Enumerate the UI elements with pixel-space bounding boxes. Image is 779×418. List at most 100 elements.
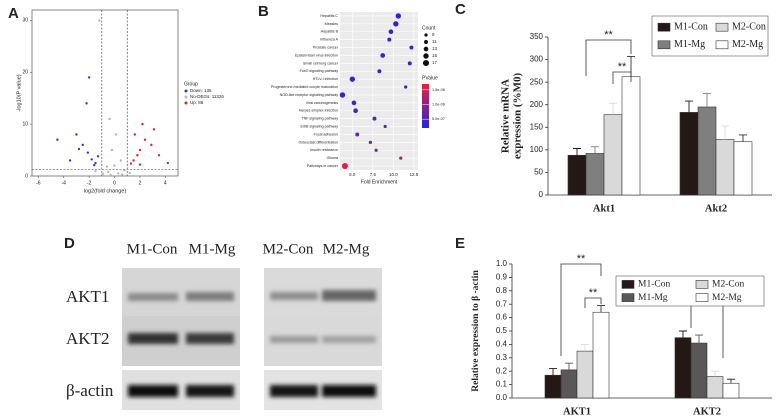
point <box>117 172 120 175</box>
point <box>94 170 97 173</box>
band <box>322 290 376 301</box>
lane-label: M2-Con <box>263 241 314 257</box>
dot <box>388 29 394 35</box>
bar <box>585 153 605 196</box>
dot <box>399 156 403 160</box>
legend-marker <box>715 40 729 50</box>
error-bar <box>549 368 557 376</box>
bar <box>679 112 699 196</box>
bar <box>592 311 610 399</box>
y-tick-label: 0.5 <box>496 326 508 335</box>
point <box>138 163 142 166</box>
panel-label: A <box>8 5 19 22</box>
y-tick-label: 0.3 <box>496 353 508 362</box>
bracket <box>584 297 602 308</box>
point <box>106 170 110 174</box>
y-tick-label: Small cell lung cancer <box>303 61 339 65</box>
dot <box>387 37 392 42</box>
bracket <box>560 263 602 356</box>
error-bar <box>581 343 589 352</box>
y-tick-label: TNF signaling pathway <box>301 117 338 121</box>
legend-label: Down: 136 <box>190 88 212 93</box>
legend-title: Count <box>422 25 436 31</box>
point <box>109 173 112 177</box>
y-tick-label: 0.2 <box>496 366 508 375</box>
bar <box>576 350 594 399</box>
point <box>56 138 59 141</box>
point <box>123 169 126 172</box>
y-axis-title: -log10(P value) <box>16 74 22 111</box>
row-label: AKT2 <box>66 329 109 348</box>
legend-marker <box>423 53 429 59</box>
band <box>322 336 376 343</box>
bar <box>544 374 562 399</box>
y-tick-label: 0.6 <box>496 313 508 322</box>
legend-label: M2-Con <box>732 21 766 32</box>
x-tick-label: Akt2 <box>705 203 727 214</box>
legend-marker <box>424 40 428 44</box>
error-bar <box>597 305 605 313</box>
point <box>90 158 93 161</box>
bar <box>621 76 641 196</box>
y-tick-label: 100 <box>530 145 544 154</box>
bar <box>674 337 692 399</box>
error-bar <box>573 148 581 156</box>
point <box>105 165 109 168</box>
legend-label: M2-Mg <box>732 39 763 50</box>
y-tick-label: 150 <box>530 122 544 131</box>
bar <box>690 342 708 399</box>
x-tick-label: 10.0 <box>389 172 398 177</box>
x-axis-title: log2(fold change) <box>84 188 127 194</box>
dot <box>383 124 387 129</box>
point <box>166 161 170 165</box>
dot <box>407 61 412 66</box>
point <box>68 159 72 162</box>
y-axis-title: Relative expression to β -actin <box>471 270 481 392</box>
dot <box>368 140 372 144</box>
point <box>93 163 96 167</box>
y-tick-label: 0 <box>25 173 28 179</box>
dot <box>353 108 358 114</box>
point <box>77 147 81 151</box>
y-tick-label: Pathways in cancer <box>307 164 339 168</box>
x-tick-label: AKT2 <box>693 406 721 417</box>
point <box>128 171 131 175</box>
x-axis-title: Fold Enrichment <box>361 179 398 185</box>
colorbar <box>422 84 429 128</box>
legend-marker <box>657 22 671 32</box>
lane-label: M1-Mg <box>189 241 236 257</box>
legend-marker <box>184 89 188 93</box>
y-tick-label: Prostate cancer <box>313 46 339 50</box>
error-bar <box>721 125 729 140</box>
legend-title: Group <box>184 81 198 87</box>
legend-marker <box>695 293 709 302</box>
y-tick-label: Hepatitis C <box>320 14 338 18</box>
band <box>270 336 318 343</box>
bar <box>603 114 623 196</box>
dot <box>377 69 382 74</box>
point <box>101 172 105 176</box>
error-bar <box>565 362 573 370</box>
point <box>157 154 161 157</box>
legend-label: M2-Mg <box>712 293 742 303</box>
legend-marker <box>621 280 635 289</box>
legend-label: 15 <box>432 53 438 58</box>
y-tick-label: NOD-like receptor signaling pathway <box>280 93 339 97</box>
y-tick-label: ErbB signaling pathway <box>300 125 338 129</box>
legend-label: 9 <box>432 32 435 37</box>
x-tick-label: 5.0 <box>349 172 356 177</box>
legend-marker <box>715 22 729 32</box>
point <box>141 122 144 126</box>
y-tick-label: 350 <box>530 32 544 41</box>
error-bar <box>703 92 711 107</box>
y-tick-label: Epstein-Barr virus infection <box>295 53 338 57</box>
point <box>136 154 139 157</box>
error-bar <box>609 102 617 115</box>
x-tick-label: -4 <box>62 180 67 186</box>
y-tick-label: 200 <box>530 100 544 109</box>
legend-marker <box>184 101 188 105</box>
point <box>150 143 153 147</box>
x-tick-label: 4 <box>164 180 167 186</box>
error-bar <box>739 134 747 142</box>
